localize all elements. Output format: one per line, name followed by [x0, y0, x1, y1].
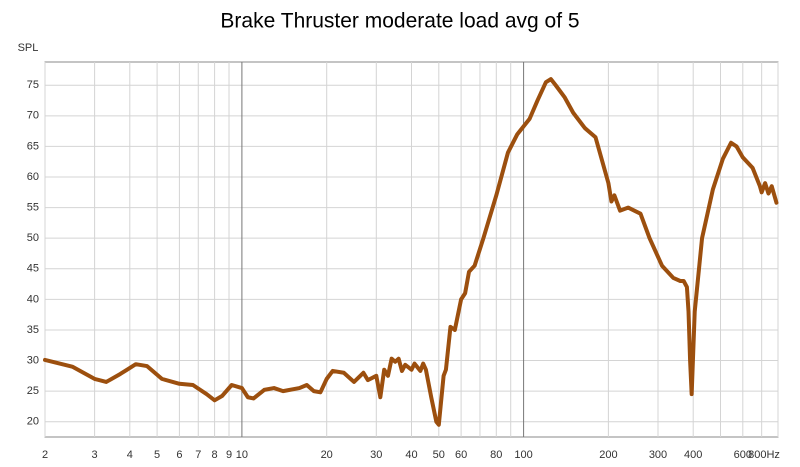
- x-tick-label: 80: [490, 449, 502, 461]
- x-tick-label: 9: [226, 449, 232, 461]
- x-tick-label: 8: [212, 449, 218, 461]
- data-line: [43, 77, 779, 427]
- x-tick-label: 2: [42, 449, 48, 461]
- x-tick-label: 200: [599, 449, 617, 461]
- x-tick-label: 600: [734, 449, 752, 461]
- x-tick-label: 3: [92, 449, 98, 461]
- x-tick-label: 30: [370, 449, 382, 461]
- y-tick-label: 60: [27, 171, 39, 183]
- y-tick-label: 45: [27, 263, 39, 275]
- y-tick-label: 55: [27, 202, 39, 214]
- chart-title: Brake Thruster moderate load avg of 5: [220, 10, 579, 33]
- x-tick-label: 4: [127, 449, 133, 461]
- y-tick-label: 70: [27, 110, 39, 122]
- y-tick-label: 30: [27, 354, 39, 366]
- x-tick-label: 6: [176, 449, 182, 461]
- x-tick-label: 10: [236, 449, 248, 461]
- x-tick-label: 50: [433, 449, 445, 461]
- y-tick-label: 35: [27, 324, 39, 336]
- y-tick-label: 75: [27, 79, 39, 91]
- y-tick-label: 25: [27, 385, 39, 397]
- x-tick-label: 800Hz: [748, 449, 780, 461]
- x-tick-label: 5: [154, 449, 160, 461]
- x-tick-label: 60: [455, 449, 467, 461]
- y-tick-label: 40: [27, 293, 39, 305]
- x-tick-label: 300: [649, 449, 667, 461]
- y-axis-label: SPL: [18, 42, 39, 54]
- marks: [43, 77, 779, 427]
- y-tick-label: 65: [27, 140, 39, 152]
- x-tick-label: 40: [405, 449, 417, 461]
- x-tick-label: 20: [321, 449, 333, 461]
- x-tick-label: 7: [195, 449, 201, 461]
- x-tick-label: 400: [684, 449, 702, 461]
- y-tick-label: 50: [27, 232, 39, 244]
- x-tick-label: 100: [514, 449, 532, 461]
- y-tick-label: 20: [27, 416, 39, 428]
